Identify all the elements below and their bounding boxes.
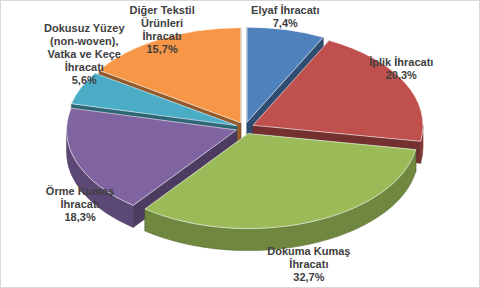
category-label-line: İplik İhracatı	[369, 56, 433, 68]
category-label: Dokuma Kumaşİhracatı	[267, 245, 350, 270]
value-label: 18,3%	[64, 211, 95, 223]
category-label: Örme Kumaşİhracatı	[46, 185, 114, 210]
value-label: 20,3%	[386, 69, 417, 81]
category-label-line: İhracatı	[65, 61, 104, 73]
chart-area: Elyaf İhracatı7,4% İplik İhracatı20,3% Dok…	[0, 0, 480, 288]
category-label: Dokusuz Yüzey(non-woven),Vatka ve Keçeİh…	[44, 22, 125, 73]
value-label: 7,4%	[273, 17, 298, 29]
category-label: Elyaf İhracatı	[251, 4, 319, 16]
value-label: 15,7%	[146, 43, 177, 55]
category-label-line: (non-woven),	[50, 35, 118, 47]
category-label-line: İhracatı	[61, 198, 100, 210]
slice-group	[145, 134, 416, 251]
category-label-line: Dokusuz Yüzey	[44, 22, 125, 34]
category-label-line: İhracatı	[143, 30, 182, 42]
pie-chart: Elyaf İhracatı7,4% İplik İhracatı20,3% Dok…	[0, 0, 480, 288]
category-label-line: Diğer Tekstil	[129, 4, 194, 16]
category-label: İplik İhracatı	[369, 56, 433, 68]
category-label-line: Dokuma Kumaş	[267, 245, 350, 257]
category-label-line: Örme Kumaş	[46, 185, 114, 197]
category-label-line: Vatka ve Keçe	[48, 48, 121, 60]
value-label: 32,7%	[293, 271, 324, 283]
value-label: 5,6%	[72, 74, 97, 86]
category-label-line: Ürünleri	[141, 17, 183, 29]
data-labels: Elyaf İhracatı7,4% İplik İhracatı20,3% Dok…	[44, 4, 433, 283]
category-label-line: Elyaf İhracatı	[251, 4, 319, 16]
pie-slice	[145, 134, 416, 229]
category-label: Diğer TekstilÜrünleriİhracatı	[129, 4, 194, 42]
category-label-line: İhracatı	[289, 258, 328, 270]
